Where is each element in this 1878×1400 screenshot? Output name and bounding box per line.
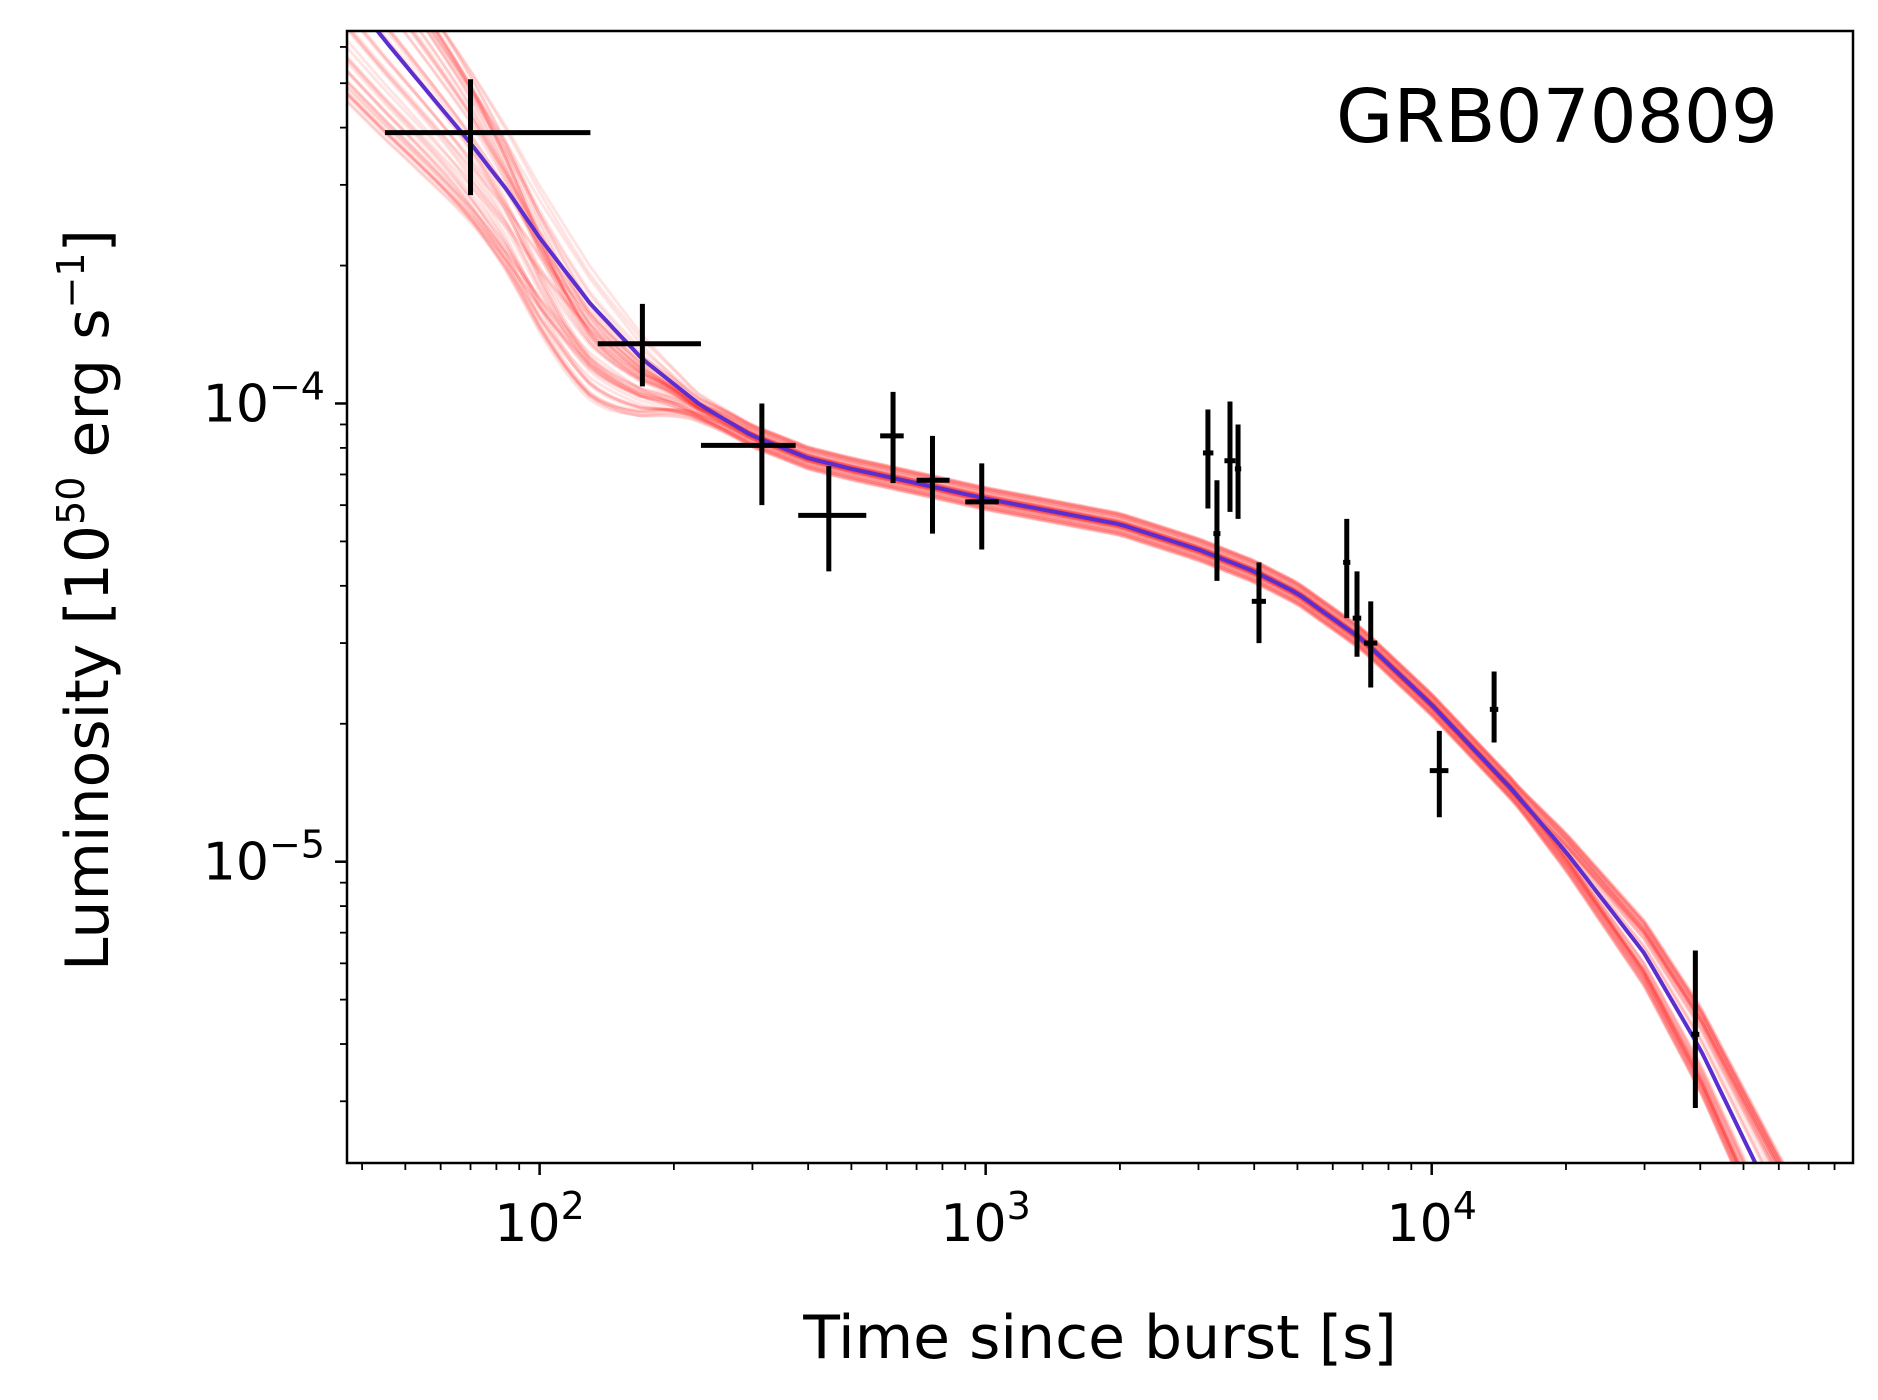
posterior-sample-curve bbox=[441, 31, 1784, 1163]
posterior-sample-curve bbox=[375, 31, 1740, 1163]
posterior-sample-curve bbox=[387, 31, 1782, 1163]
posterior-sample-curve bbox=[389, 31, 1781, 1163]
data-point bbox=[1202, 409, 1214, 509]
posterior-sample-curve bbox=[347, 92, 1778, 1163]
data-point bbox=[384, 79, 591, 196]
data-point bbox=[1343, 518, 1351, 619]
data-point bbox=[1489, 671, 1499, 743]
posterior-sample-curve bbox=[418, 31, 1783, 1163]
data-point bbox=[1691, 950, 1700, 1109]
posterior-sample-curve bbox=[375, 31, 1770, 1163]
data-point bbox=[1352, 571, 1362, 657]
posterior-sample-curve bbox=[347, 31, 1736, 1163]
x-axis-title: Time since burst [s] bbox=[802, 1303, 1397, 1373]
x-tick-label: 103 bbox=[940, 1184, 1030, 1254]
posterior-sample-curve bbox=[435, 31, 1740, 1163]
posterior-sample-curve bbox=[347, 39, 1745, 1163]
y-axis-ticks: 10−5 10−4 bbox=[203, 46, 347, 1103]
plot-frame bbox=[345, 29, 1855, 1165]
posterior-sample-curve bbox=[429, 31, 1783, 1163]
data-point bbox=[798, 466, 867, 572]
posterior-sample-curve bbox=[347, 69, 1766, 1163]
y-axis-title: Luminosity [1050 erg s−1] bbox=[49, 229, 123, 971]
data-point bbox=[916, 435, 950, 534]
posterior-sample-curve bbox=[347, 86, 1773, 1163]
x-tick-label: 104 bbox=[1387, 1184, 1477, 1254]
posterior-sample-curve bbox=[359, 31, 1781, 1163]
data-point bbox=[1251, 562, 1266, 644]
data-points bbox=[384, 79, 1700, 1109]
posterior-sample-curve bbox=[347, 92, 1734, 1163]
data-point bbox=[1234, 424, 1242, 519]
y-tick-label: 10−4 bbox=[203, 364, 325, 434]
data-point bbox=[1224, 401, 1236, 512]
posterior-sample-curve bbox=[410, 31, 1780, 1163]
data-point bbox=[597, 303, 701, 387]
posterior-sample-curve bbox=[441, 31, 1786, 1163]
data-point bbox=[1429, 730, 1449, 818]
posterior-sample-curve bbox=[442, 31, 1776, 1163]
plot-background bbox=[347, 31, 1853, 1163]
data-point bbox=[880, 391, 904, 484]
posterior-sample-curve bbox=[347, 57, 1740, 1163]
model-curve-line bbox=[375, 31, 1758, 1163]
posterior-sample-curve bbox=[362, 31, 1749, 1163]
grb-annotation: GRB070809 bbox=[1336, 74, 1778, 160]
posterior-sample-curve bbox=[347, 70, 1738, 1163]
data-point bbox=[700, 403, 796, 506]
posterior-sample-curve bbox=[377, 31, 1737, 1163]
posterior-sample-curve bbox=[434, 31, 1748, 1163]
data-point bbox=[1363, 601, 1378, 688]
x-tick-label: 102 bbox=[494, 1184, 584, 1254]
posterior-sample-curve bbox=[432, 31, 1785, 1163]
posterior-sample-curve bbox=[347, 91, 1735, 1163]
posterior-sample-curve bbox=[347, 100, 1734, 1163]
posterior-sample-curve bbox=[385, 31, 1738, 1163]
posterior-sample-curve bbox=[347, 94, 1744, 1163]
posterior-sample-curve bbox=[347, 79, 1773, 1163]
posterior-sample-curve bbox=[347, 99, 1738, 1163]
posterior-sample-curve bbox=[430, 31, 1746, 1163]
posterior-sample-curve bbox=[418, 31, 1776, 1163]
posterior-sample-curve bbox=[347, 69, 1735, 1163]
data-point bbox=[965, 463, 999, 550]
posterior-sample-curve bbox=[347, 60, 1735, 1163]
best-fit-model-curve bbox=[375, 31, 1758, 1163]
posterior-sample-curve bbox=[378, 31, 1779, 1163]
data-point bbox=[1213, 480, 1221, 581]
y-tick-label: 10−5 bbox=[203, 823, 325, 893]
posterior-sample-curve bbox=[347, 81, 1746, 1163]
posterior-sample-curve bbox=[350, 31, 1781, 1163]
posterior-sample-curve bbox=[348, 31, 1737, 1163]
x-axis-ticks: 102 103 104 bbox=[361, 1163, 1836, 1254]
